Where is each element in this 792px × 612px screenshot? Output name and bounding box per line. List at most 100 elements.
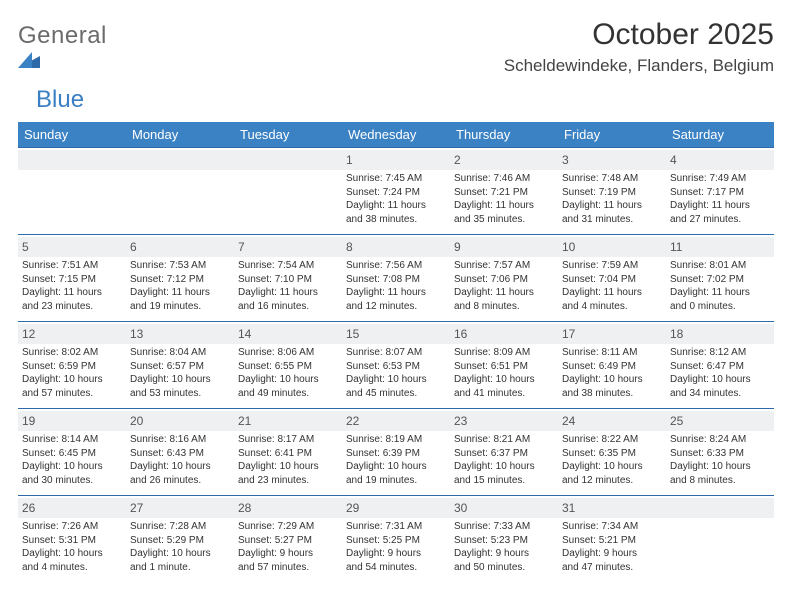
daylight-text: Daylight: 11 hours — [238, 286, 338, 300]
day-number: 5 — [18, 237, 126, 257]
daylight-text: Daylight: 10 hours — [346, 373, 446, 387]
header: General Blue October 2025 Scheldewindeke… — [18, 18, 774, 114]
sunset-text: Sunset: 6:41 PM — [238, 447, 338, 461]
calendar-day-cell: 6Sunrise: 7:53 AMSunset: 7:12 PMDaylight… — [126, 235, 234, 321]
sunrise-text: Sunrise: 7:57 AM — [454, 259, 554, 273]
dow-sunday: Sunday — [18, 122, 126, 147]
sunrise-text: Sunrise: 8:01 AM — [670, 259, 770, 273]
sunset-text: Sunset: 7:08 PM — [346, 273, 446, 287]
dow-saturday: Saturday — [666, 122, 774, 147]
dow-tuesday: Tuesday — [234, 122, 342, 147]
sunrise-text: Sunrise: 8:04 AM — [130, 346, 230, 360]
calendar-day-cell: 26Sunrise: 7:26 AMSunset: 5:31 PMDayligh… — [18, 496, 126, 582]
day-number: 4 — [666, 150, 774, 170]
sunrise-text: Sunrise: 8:21 AM — [454, 433, 554, 447]
calendar-day-cell: 17Sunrise: 8:11 AMSunset: 6:49 PMDayligh… — [558, 322, 666, 408]
sunset-text: Sunset: 5:27 PM — [238, 534, 338, 548]
day-number: 16 — [450, 324, 558, 344]
calendar-day-cell: 29Sunrise: 7:31 AMSunset: 5:25 PMDayligh… — [342, 496, 450, 582]
day-number: 23 — [450, 411, 558, 431]
daylight-text: Daylight: 10 hours — [130, 547, 230, 561]
sunrise-text: Sunrise: 7:31 AM — [346, 520, 446, 534]
daylight-text: and 38 minutes. — [346, 213, 446, 227]
day-number: 14 — [234, 324, 342, 344]
brand-mark-icon — [18, 50, 107, 68]
daylight-text: and 26 minutes. — [130, 474, 230, 488]
day-number: 7 — [234, 237, 342, 257]
sunset-text: Sunset: 5:25 PM — [346, 534, 446, 548]
daylight-text: and 45 minutes. — [346, 387, 446, 401]
month-title: October 2025 — [504, 18, 774, 52]
sunrise-text: Sunrise: 7:45 AM — [346, 172, 446, 186]
calendar-day-cell: 2Sunrise: 7:46 AMSunset: 7:21 PMDaylight… — [450, 148, 558, 234]
sunset-text: Sunset: 7:17 PM — [670, 186, 770, 200]
sunset-text: Sunset: 7:24 PM — [346, 186, 446, 200]
daylight-text: Daylight: 11 hours — [670, 199, 770, 213]
daylight-text: and 31 minutes. — [562, 213, 662, 227]
daylight-text: and 12 minutes. — [346, 300, 446, 314]
day-number — [126, 150, 234, 170]
day-number: 30 — [450, 498, 558, 518]
sunrise-text: Sunrise: 7:54 AM — [238, 259, 338, 273]
title-block: October 2025 Scheldewindeke, Flanders, B… — [504, 18, 774, 76]
day-number: 28 — [234, 498, 342, 518]
sunset-text: Sunset: 7:06 PM — [454, 273, 554, 287]
day-number: 19 — [18, 411, 126, 431]
daylight-text: and 0 minutes. — [670, 300, 770, 314]
dow-monday: Monday — [126, 122, 234, 147]
day-number: 18 — [666, 324, 774, 344]
sunrise-text: Sunrise: 8:24 AM — [670, 433, 770, 447]
daylight-text: and 30 minutes. — [22, 474, 122, 488]
daylight-text: Daylight: 11 hours — [454, 199, 554, 213]
brand-word-1: General — [18, 22, 107, 49]
day-number: 12 — [18, 324, 126, 344]
calendar-day-cell: 5Sunrise: 7:51 AMSunset: 7:15 PMDaylight… — [18, 235, 126, 321]
sunrise-text: Sunrise: 8:02 AM — [22, 346, 122, 360]
daylight-text: Daylight: 10 hours — [454, 373, 554, 387]
calendar-day-cell: 24Sunrise: 8:22 AMSunset: 6:35 PMDayligh… — [558, 409, 666, 495]
sunrise-text: Sunrise: 7:51 AM — [22, 259, 122, 273]
daylight-text: and 34 minutes. — [670, 387, 770, 401]
sunset-text: Sunset: 6:37 PM — [454, 447, 554, 461]
daylight-text: and 50 minutes. — [454, 561, 554, 575]
daylight-text: Daylight: 11 hours — [670, 286, 770, 300]
calendar-day-cell: 12Sunrise: 8:02 AMSunset: 6:59 PMDayligh… — [18, 322, 126, 408]
calendar-day-cell: 14Sunrise: 8:06 AMSunset: 6:55 PMDayligh… — [234, 322, 342, 408]
sunrise-text: Sunrise: 7:34 AM — [562, 520, 662, 534]
daylight-text: and 23 minutes. — [238, 474, 338, 488]
daylight-text: and 57 minutes. — [238, 561, 338, 575]
sunrise-text: Sunrise: 7:46 AM — [454, 172, 554, 186]
calendar-day-cell: 1Sunrise: 7:45 AMSunset: 7:24 PMDaylight… — [342, 148, 450, 234]
sunset-text: Sunset: 6:45 PM — [22, 447, 122, 461]
daylight-text: Daylight: 11 hours — [454, 286, 554, 300]
calendar-table: Sunday Monday Tuesday Wednesday Thursday… — [18, 122, 774, 582]
day-number: 31 — [558, 498, 666, 518]
daylight-text: and 8 minutes. — [454, 300, 554, 314]
sunset-text: Sunset: 7:21 PM — [454, 186, 554, 200]
calendar-day-cell: 23Sunrise: 8:21 AMSunset: 6:37 PMDayligh… — [450, 409, 558, 495]
sunset-text: Sunset: 6:55 PM — [238, 360, 338, 374]
sunset-text: Sunset: 6:59 PM — [22, 360, 122, 374]
calendar-day-cell: 25Sunrise: 8:24 AMSunset: 6:33 PMDayligh… — [666, 409, 774, 495]
day-number: 11 — [666, 237, 774, 257]
sunset-text: Sunset: 7:04 PM — [562, 273, 662, 287]
daylight-text: and 38 minutes. — [562, 387, 662, 401]
day-number — [234, 150, 342, 170]
daylight-text: Daylight: 10 hours — [130, 460, 230, 474]
daylight-text: Daylight: 11 hours — [562, 286, 662, 300]
daylight-text: and 16 minutes. — [238, 300, 338, 314]
day-number — [666, 498, 774, 518]
daylight-text: Daylight: 9 hours — [562, 547, 662, 561]
daylight-text: and 27 minutes. — [670, 213, 770, 227]
daylight-text: and 54 minutes. — [346, 561, 446, 575]
sunset-text: Sunset: 6:51 PM — [454, 360, 554, 374]
sunset-text: Sunset: 6:53 PM — [346, 360, 446, 374]
calendar-day-cell: 21Sunrise: 8:17 AMSunset: 6:41 PMDayligh… — [234, 409, 342, 495]
day-number: 1 — [342, 150, 450, 170]
day-number: 29 — [342, 498, 450, 518]
calendar-day-cell — [126, 148, 234, 234]
sunrise-text: Sunrise: 8:09 AM — [454, 346, 554, 360]
sunrise-text: Sunrise: 8:19 AM — [346, 433, 446, 447]
sunrise-text: Sunrise: 7:26 AM — [22, 520, 122, 534]
dow-thursday: Thursday — [450, 122, 558, 147]
